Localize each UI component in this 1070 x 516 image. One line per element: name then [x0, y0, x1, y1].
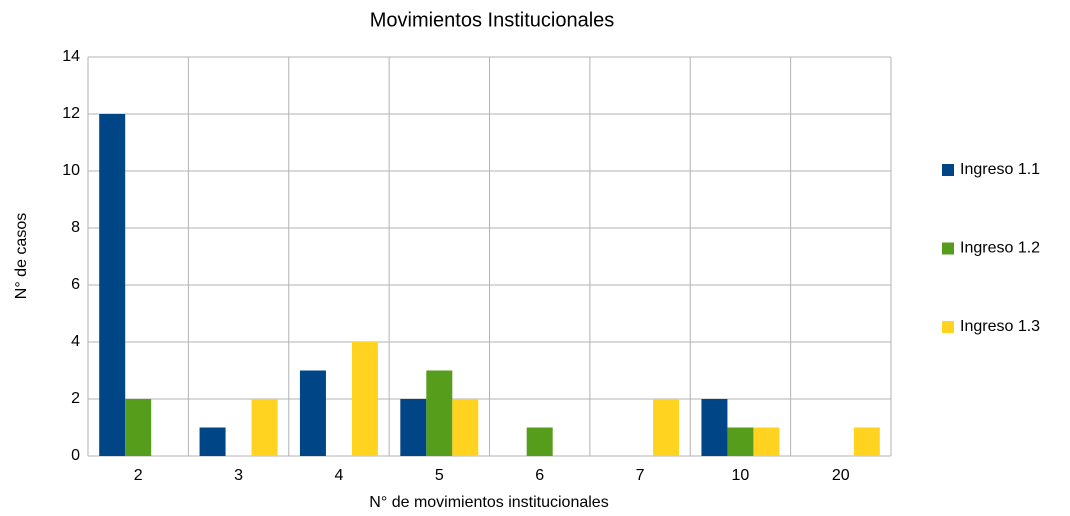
x-tick-label: 5 [435, 467, 444, 484]
bar [701, 399, 728, 456]
chart-title: Movimientos Institucionales [370, 9, 615, 31]
x-tick-label: 10 [732, 467, 750, 484]
legend-label: Ingreso 1.1 [960, 161, 1040, 178]
bar [299, 370, 326, 456]
y-tick-label: 0 [71, 447, 80, 464]
bar [251, 399, 278, 456]
x-tick-label: 20 [832, 467, 850, 484]
bar [452, 399, 479, 456]
y-tick-label: 14 [62, 48, 80, 65]
x-tick-label: 7 [636, 467, 645, 484]
bar [853, 427, 880, 456]
legend-swatch [942, 164, 954, 176]
bar [526, 427, 553, 456]
x-tick-label: 3 [234, 467, 243, 484]
y-tick-label: 10 [62, 162, 80, 179]
y-tick-label: 8 [71, 219, 80, 236]
bar [753, 427, 780, 456]
legend-swatch [942, 321, 954, 333]
y-axis-label: N° de casos [13, 213, 30, 299]
y-tick-label: 2 [71, 390, 80, 407]
y-tick-label: 12 [62, 105, 80, 122]
bar [125, 399, 152, 456]
bar [99, 114, 126, 456]
bar [653, 399, 680, 456]
legend-label: Ingreso 1.2 [960, 240, 1040, 257]
y-tick-label: 4 [71, 333, 80, 350]
y-tick-label: 6 [71, 276, 80, 293]
x-tick-label: 2 [134, 467, 143, 484]
bar [426, 370, 453, 456]
x-axis-label: N° de movimientos institucionales [369, 494, 608, 511]
bar [727, 427, 754, 456]
legend-swatch [942, 242, 954, 255]
bar [199, 427, 226, 456]
bar [351, 342, 378, 456]
x-tick-label: 4 [334, 467, 343, 484]
x-tick-label: 6 [535, 467, 544, 484]
bar [400, 399, 427, 456]
legend-label: Ingreso 1.3 [960, 318, 1040, 335]
